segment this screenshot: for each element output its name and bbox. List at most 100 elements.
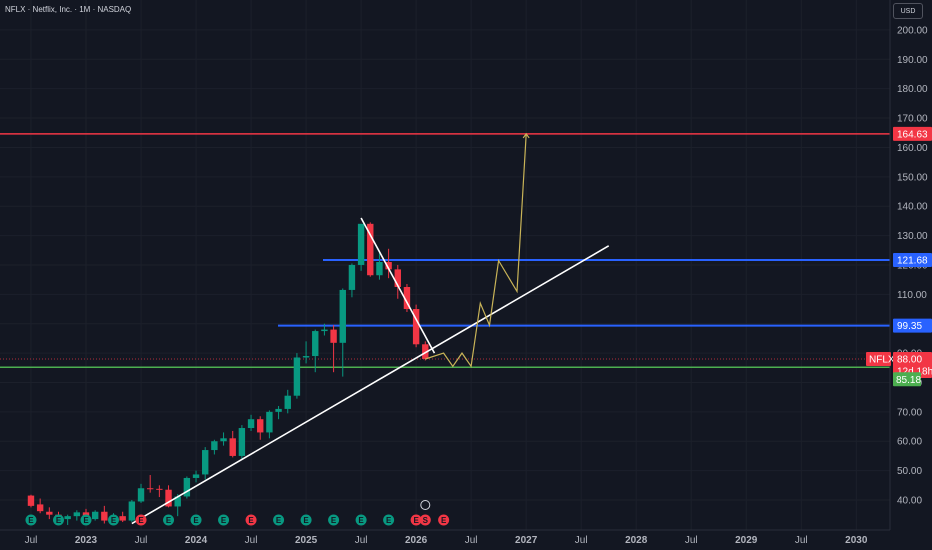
earnings-event-icon[interactable] (245, 514, 257, 526)
price-tick-label: 200.00 (897, 25, 928, 36)
earnings-event-icon[interactable] (25, 514, 37, 526)
price-tick-label: 180.00 (897, 84, 928, 95)
event-letter: E (83, 516, 89, 525)
candle-body (403, 286, 411, 310)
time-axis[interactable]: Jul 2023 Jul 2024 Jul 2025 Jul 2026 Jul 2027 Jul 20… (0, 529, 890, 546)
symbol-title[interactable]: NFLX · Netflix, Inc. · 1M · NASDAQ (5, 5, 132, 14)
time-tick-label: 2029 (735, 535, 758, 546)
support-price-tag-bg (893, 372, 921, 387)
last-price-tag-bg (893, 351, 932, 378)
candle-body (91, 511, 99, 520)
event-letter: E (28, 516, 34, 525)
level-mid-price-tag-bg (893, 318, 932, 333)
earnings-event-icon[interactable] (163, 514, 175, 526)
candle-body (293, 357, 301, 396)
price-tick-label: 70.00 (897, 407, 922, 418)
time-tick-label: 2026 (405, 535, 428, 546)
price-tick-label: 170.00 (897, 114, 928, 125)
event-letter: E (413, 516, 419, 525)
price-tick-label: 190.00 (897, 55, 928, 66)
price-tick-label: 110.00 (897, 290, 927, 301)
resistance-price-tag-bg (893, 126, 932, 141)
time-tick-label: 2023 (75, 535, 98, 546)
candle-body (183, 477, 191, 497)
price-tick-label: 60.00 (897, 437, 922, 448)
time-tick-label: Jul (795, 535, 808, 546)
time-tick-label: 2025 (295, 535, 318, 546)
event-letter: E (56, 516, 62, 525)
event-letter: E (276, 516, 282, 525)
candle-body (202, 450, 209, 475)
candle-body (330, 329, 337, 343)
candle-body (357, 223, 365, 265)
drawings[interactable] (131, 132, 610, 525)
price-tick-label: 130.00 (897, 231, 928, 242)
earnings-event-icon[interactable] (80, 514, 92, 526)
candle-body (247, 419, 255, 429)
time-tick-label: 2027 (515, 535, 538, 546)
candle-body (165, 489, 172, 507)
candle-body (220, 438, 227, 442)
candle-body (137, 488, 145, 502)
candle-body (275, 408, 282, 412)
event-letter: E (166, 516, 172, 525)
candle-body (385, 262, 392, 270)
candle-body (64, 516, 71, 520)
earnings-event-icon[interactable] (355, 514, 367, 526)
candle-body (146, 488, 154, 490)
level-high-price-tag: 121.68 (897, 256, 928, 267)
time-tick-label: Jul (685, 535, 698, 546)
time-tick-label: Jul (135, 535, 148, 546)
candle-body (211, 441, 218, 451)
candle-body (412, 309, 420, 345)
currency-button[interactable]: USD (893, 3, 923, 19)
price-tick-label: 40.00 (897, 496, 922, 507)
event-letter: E (221, 516, 227, 525)
candle-body (339, 289, 346, 343)
event-letter: S (423, 516, 429, 525)
earnings-event-icon[interactable] (383, 514, 395, 526)
falling-trendline[interactable] (360, 217, 436, 354)
rising-trendline[interactable] (131, 245, 610, 525)
candle-body (101, 511, 108, 521)
candle-body (119, 516, 126, 521)
level-mid-price-tag: 99.35 (897, 321, 922, 332)
candle-body (367, 223, 374, 276)
candle-body (73, 512, 81, 517)
event-letter: E (248, 516, 254, 525)
candle-body (128, 501, 136, 521)
symbol-tag-bg (866, 351, 891, 366)
candle-body (156, 488, 163, 490)
countdown-tag: 12d 18h (897, 366, 932, 377)
earnings-event-icon[interactable] (438, 514, 450, 526)
symbol-tag: NFLX (869, 354, 895, 365)
event-letter: E (386, 516, 392, 525)
earnings-event-icon[interactable] (328, 514, 340, 526)
earnings-event-icon[interactable] (419, 514, 431, 526)
event-letter: E (138, 516, 144, 525)
support-price-tag: 85.18 (896, 375, 921, 386)
price-tick-label: 150.00 (897, 172, 928, 183)
earnings-event-icon[interactable] (190, 514, 202, 526)
candle-body (302, 356, 310, 358)
candle-body (284, 395, 291, 409)
earnings-event-icon[interactable] (300, 514, 312, 526)
projection-path[interactable] (425, 133, 527, 368)
earnings-event-icon[interactable] (52, 514, 64, 526)
event-letter: E (331, 516, 337, 525)
upcoming-event-icon[interactable] (420, 500, 431, 510)
earnings-event-icon[interactable] (410, 514, 422, 526)
earnings-event-icon[interactable] (108, 514, 120, 526)
level-high-price-tag-bg (893, 253, 932, 268)
candle-body (238, 428, 246, 456)
horizontal-levels[interactable] (0, 133, 890, 369)
time-tick-label: Jul (355, 535, 368, 546)
earnings-event-icon[interactable] (218, 514, 230, 526)
earnings-event-icon[interactable] (135, 514, 147, 526)
price-tick-label: 50.00 (897, 466, 922, 477)
earnings-event-icon[interactable] (273, 514, 285, 526)
